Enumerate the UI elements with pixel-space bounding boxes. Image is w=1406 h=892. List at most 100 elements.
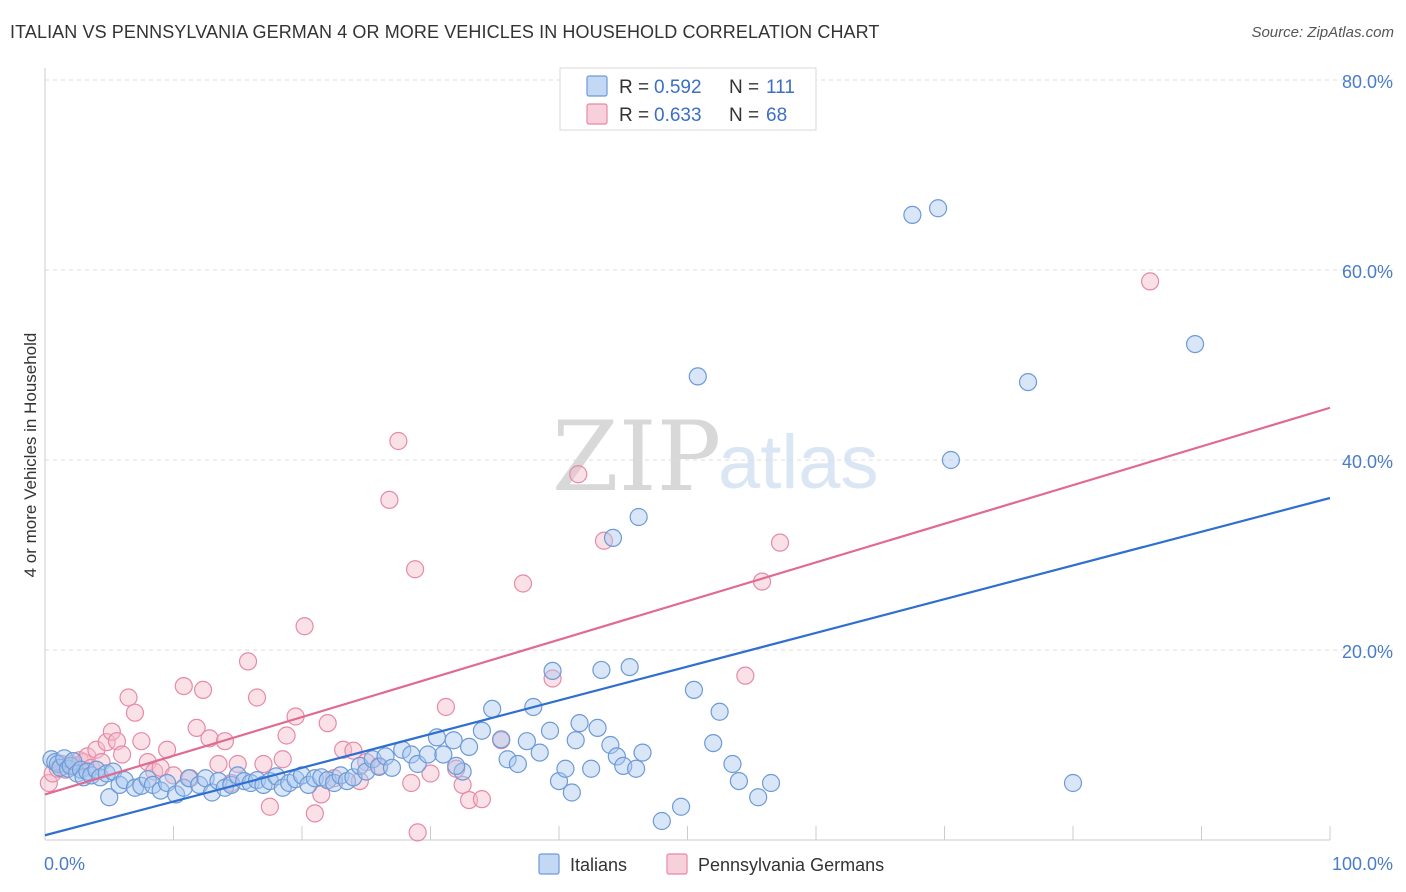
point-italians <box>447 756 466 776</box>
point-italians <box>556 759 575 778</box>
point-pennsylvania-germans <box>295 617 314 636</box>
point-pennsylvania-germans <box>260 797 279 816</box>
point-italians <box>620 657 639 677</box>
legend-r-value-pennsylvania-germans: 0.633 <box>654 105 702 126</box>
legend-n-label-italians: N = <box>729 77 759 98</box>
point-pennsylvania-germans <box>408 823 427 842</box>
legend-swatch-pennsylvania-germans <box>586 103 608 125</box>
series-legend: Italians Pennsylvania Germans <box>538 853 884 875</box>
point-pennsylvania-germans <box>273 750 292 769</box>
point-italians <box>562 783 581 802</box>
watermark-zip: ZIP <box>552 401 721 513</box>
point-pennsylvania-germans <box>193 680 213 700</box>
point-italians <box>684 680 704 700</box>
point-pennsylvania-germans <box>187 718 206 738</box>
point-pennsylvania-germans <box>39 773 58 793</box>
point-pennsylvania-germans <box>174 676 193 696</box>
point-italians <box>498 750 517 769</box>
bottom-legend-label-italians: Italians <box>570 855 627 875</box>
point-pennsylvania-germans <box>119 688 138 707</box>
point-pennsylvania-germans <box>453 775 472 795</box>
point-pennsylvania-germans <box>543 669 562 688</box>
y-tick-labels: 20.0% 40.0% 60.0% 80.0% <box>1342 72 1393 662</box>
bottom-legend-swatch-pennsylvania-germans <box>666 853 688 875</box>
point-italians <box>151 781 170 800</box>
watermark-atlas: atlas <box>718 420 879 505</box>
point-italians <box>1063 773 1083 793</box>
point-italians <box>61 756 80 776</box>
point-italians <box>483 699 502 719</box>
point-italians <box>100 788 119 807</box>
point-italians <box>459 737 479 757</box>
point-pennsylvania-germans <box>752 572 772 591</box>
point-italians <box>444 731 463 750</box>
point-italians <box>517 732 536 751</box>
point-italians <box>588 718 607 738</box>
point-italians <box>601 735 620 755</box>
point-italians <box>540 721 560 740</box>
point-pennsylvania-germans <box>102 722 121 741</box>
point-italians <box>688 367 707 386</box>
watermark: ZIP atlas <box>552 401 879 513</box>
point-italians <box>582 759 601 778</box>
point-pennsylvania-germans <box>318 714 337 733</box>
point-italians <box>671 797 691 816</box>
y-tick-label: 60.0% <box>1342 262 1393 282</box>
point-italians <box>723 754 742 774</box>
point-pennsylvania-germans <box>569 465 588 484</box>
legend-r-label-italians: R = <box>619 77 649 98</box>
x-tick-label-min: 0.0% <box>44 854 85 874</box>
point-pennsylvania-germans <box>459 790 479 810</box>
point-pennsylvania-germans <box>209 754 228 774</box>
point-pennsylvania-germans <box>132 732 151 751</box>
point-italians <box>607 747 626 766</box>
y-tick-label: 40.0% <box>1342 452 1393 472</box>
point-italians <box>382 758 402 777</box>
trend-line-pennsylvania-germans <box>44 406 1331 796</box>
point-pennsylvania-germans <box>1140 272 1160 291</box>
point-italians <box>1185 335 1205 354</box>
point-pennsylvania-germans <box>513 574 533 593</box>
point-italians <box>492 730 511 749</box>
point-italians <box>570 714 589 733</box>
point-italians <box>704 733 723 753</box>
point-italians <box>941 450 961 470</box>
point-italians <box>729 771 749 791</box>
point-italians <box>629 507 648 527</box>
point-italians <box>508 754 527 774</box>
point-pennsylvania-germans <box>736 666 755 685</box>
point-italians <box>603 528 623 548</box>
point-pennsylvania-germans <box>277 726 296 745</box>
y-axis-label: 4 or more Vehicles in Household <box>21 333 40 578</box>
point-pennsylvania-germans <box>305 804 324 823</box>
point-italians <box>370 757 389 776</box>
point-pennsylvania-germans <box>421 764 440 783</box>
source-credit: Source: ZipAtlas.com <box>1251 24 1394 41</box>
point-italians <box>530 743 549 762</box>
point-italians <box>903 205 922 224</box>
point-italians <box>138 770 157 789</box>
legend-r-value-italians: 0.592 <box>654 77 702 98</box>
legend-n-value-italians: 111 <box>766 77 795 98</box>
y-tick-label: 80.0% <box>1342 72 1393 92</box>
axes <box>44 68 1331 841</box>
point-italians <box>626 759 646 778</box>
legend-n-label-pennsylvania-germans: N = <box>729 105 759 126</box>
point-italians <box>928 199 948 218</box>
point-pennsylvania-germans <box>125 703 145 722</box>
point-pennsylvania-germans <box>770 533 790 552</box>
legend-n-value-pennsylvania-germans: 68 <box>766 105 787 126</box>
point-italians <box>376 747 395 766</box>
point-italians <box>749 788 768 807</box>
series-pennsylvania-germans-points <box>39 272 1160 842</box>
point-pennsylvania-germans <box>436 697 456 717</box>
y-tick-label: 20.0% <box>1342 642 1393 662</box>
point-italians <box>1018 373 1038 392</box>
trend-line-italians <box>44 496 1331 837</box>
x-tick-label-max: 100.0% <box>1332 854 1393 874</box>
point-italians <box>418 745 438 764</box>
grid-lines <box>45 79 1393 651</box>
bottom-legend-label-pennsylvania-germans: Pennsylvania Germans <box>698 855 884 875</box>
point-pennsylvania-germans <box>254 754 273 774</box>
